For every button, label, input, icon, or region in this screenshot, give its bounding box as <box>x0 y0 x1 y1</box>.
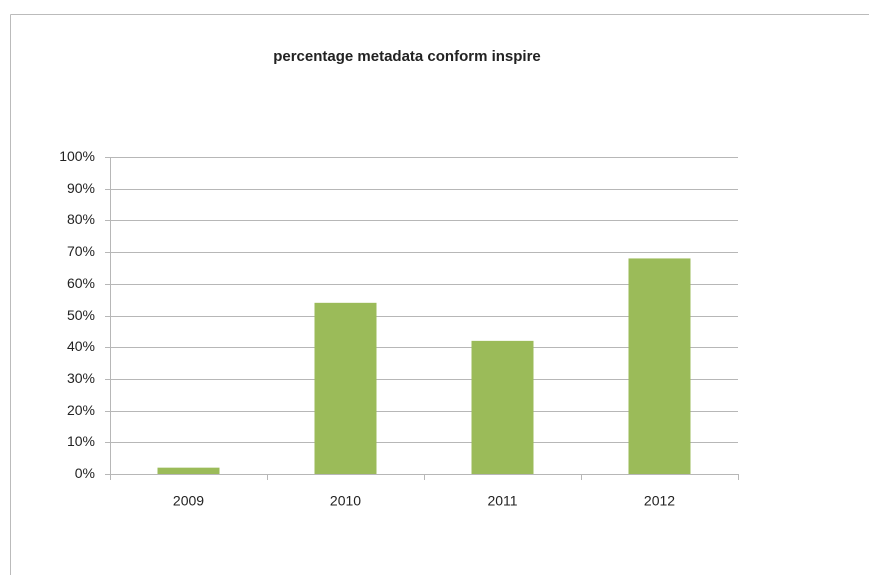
y-tick-label: 10% <box>67 433 95 449</box>
y-tick-label: 90% <box>67 180 95 196</box>
y-tick-label: 50% <box>67 307 95 323</box>
x-tick-label: 2009 <box>173 493 204 509</box>
bar <box>314 302 377 474</box>
y-tick-label: 40% <box>67 338 95 354</box>
bar <box>471 340 534 474</box>
chart-title: percentage metadata conform inspire <box>273 48 541 65</box>
y-tick-label: 80% <box>67 211 95 227</box>
x-tick-label: 2010 <box>330 493 361 509</box>
y-tick-label: 100% <box>59 148 95 164</box>
x-tick-label: 2011 <box>487 493 517 509</box>
y-tick-label: 0% <box>75 465 95 481</box>
bar <box>157 467 220 474</box>
y-tick-label: 70% <box>67 243 95 259</box>
bar <box>628 258 691 474</box>
y-tick-label: 60% <box>67 275 95 291</box>
y-tick-label: 30% <box>67 370 95 386</box>
x-tick-label: 2012 <box>644 493 675 509</box>
y-tick-label: 20% <box>67 402 95 418</box>
